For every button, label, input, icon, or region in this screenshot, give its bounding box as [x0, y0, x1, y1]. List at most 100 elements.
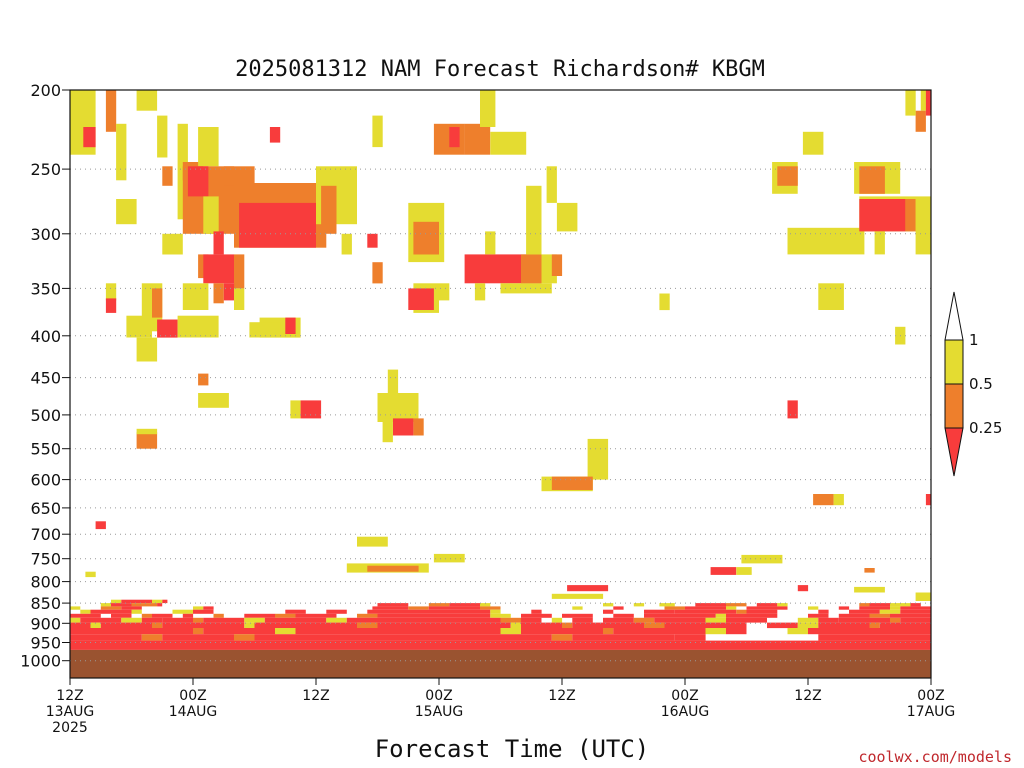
- heatmap-cell: [808, 613, 829, 618]
- heatmap-cell: [726, 617, 767, 623]
- heatmap-cell: [890, 606, 901, 610]
- x-tick-label: 00Z: [425, 688, 452, 704]
- heatmap-cell: [234, 634, 255, 641]
- heatmap-cell: [85, 571, 96, 578]
- heatmap-cell: [162, 166, 173, 186]
- heatmap-cell: [567, 585, 609, 592]
- heatmap-cell: [275, 628, 296, 635]
- heatmap-cell: [136, 90, 158, 111]
- heatmap-cell: [372, 262, 383, 284]
- heatmap-cell: [198, 393, 229, 408]
- heatmap-cell: [377, 634, 552, 641]
- heatmap-cell: [111, 603, 132, 607]
- heatmap-cell: [551, 617, 563, 623]
- heatmap-cell: [203, 617, 245, 623]
- heatmap-cell: [203, 196, 219, 234]
- heatmap-cell: [818, 609, 829, 614]
- heatmap-cell: [105, 90, 117, 132]
- heatmap-cell: [177, 315, 219, 338]
- heatmap-cell: [808, 628, 931, 635]
- heatmap-cell: [249, 322, 281, 338]
- heatmap-cell: [131, 603, 158, 607]
- y-tick-label: 900: [30, 614, 61, 633]
- heatmap-cell: [157, 115, 168, 158]
- heatmap-cell: [777, 603, 788, 607]
- heatmap-cell: [141, 617, 163, 623]
- heatmap-cell: [264, 617, 327, 623]
- heatmap-cell: [869, 622, 880, 629]
- heatmap-cell: [234, 254, 245, 289]
- heatmap-cell: [105, 283, 117, 301]
- heatmap-cell: [162, 622, 245, 629]
- heatmap-cell: [213, 283, 224, 304]
- heatmap-cell: [551, 593, 604, 599]
- heatmap-cell: [105, 298, 117, 313]
- heatmap-cell: [480, 603, 491, 607]
- heatmap-cell: [551, 254, 563, 276]
- heatmap-cell: [726, 613, 747, 618]
- heatmap-cell: [198, 373, 209, 386]
- heatmap-cell: [285, 317, 296, 334]
- heatmap-cell: [70, 640, 931, 650]
- heatmap-cell: [859, 603, 870, 607]
- heatmap-cell: [490, 609, 501, 614]
- heatmap-cell: [572, 617, 593, 623]
- heatmap-cell: [705, 617, 726, 623]
- heatmap-cell: [787, 227, 865, 255]
- heatmap-cell: [177, 123, 188, 220]
- heatmap-cell: [869, 603, 890, 607]
- heatmap-cell: [546, 166, 557, 203]
- y-tick-label: 200: [30, 81, 61, 100]
- heatmap-cell: [490, 613, 511, 618]
- heatmap-cell: [869, 613, 890, 618]
- x-axis-label: Forecast Time (UTC): [375, 735, 650, 763]
- heatmap-cell: [659, 603, 675, 607]
- heatmap-cell: [136, 337, 158, 362]
- heatmap-cell: [813, 494, 834, 506]
- heatmap-cell: [254, 622, 357, 629]
- heatmap-cell: [603, 603, 614, 607]
- heatmap-cell: [900, 609, 932, 614]
- heatmap-cell: [80, 609, 91, 614]
- heatmap-cell: [695, 603, 727, 607]
- heatmap-cell: [562, 622, 573, 629]
- heatmap-cell: [864, 568, 875, 573]
- colorbar: 1 0.5 0.25: [944, 291, 1002, 477]
- heatmap-cell: [490, 131, 527, 155]
- heatmap-cell: [321, 185, 337, 234]
- heatmap-cell: [295, 628, 501, 635]
- heatmap-cell: [500, 283, 552, 294]
- heatmap-cell: [838, 617, 891, 623]
- heatmap-cell: [925, 494, 931, 506]
- heatmap-cells: [70, 90, 932, 650]
- heatmap-cell: [572, 606, 583, 610]
- pressure-grid: [70, 168, 931, 662]
- heatmap-cell: [710, 567, 737, 575]
- heatmap-cell: [100, 606, 122, 610]
- heatmap-cell: [172, 609, 193, 614]
- colorbar-label: 0.25: [969, 419, 1002, 437]
- heatmap-cell: [152, 288, 163, 318]
- heatmap-cell: [726, 606, 737, 610]
- heatmap-cell: [95, 521, 106, 530]
- heatmap-cell: [408, 606, 429, 610]
- heatmap-cell: [874, 231, 885, 255]
- heatmap-cell: [198, 127, 219, 167]
- heatmap-cell: [198, 254, 209, 279]
- heatmap-cell: [854, 586, 885, 593]
- heatmap-cell: [392, 418, 414, 436]
- heatmap-cell: [464, 123, 491, 155]
- heatmap-cell: [726, 628, 747, 635]
- heatmap-cell: [285, 609, 306, 614]
- heatmap-cell: [551, 634, 573, 641]
- x-tick-label: 00Z: [179, 688, 206, 704]
- heatmap-cell: [377, 393, 419, 422]
- heatmap-cell: [193, 617, 204, 623]
- heatmap-cell: [859, 199, 906, 232]
- heatmap-cell: [413, 418, 424, 436]
- heatmap-cell: [480, 90, 496, 127]
- heatmap-cell: [654, 617, 706, 623]
- heatmap-cell: [915, 199, 931, 255]
- y-tick-label: 300: [30, 225, 61, 244]
- x-tick-label: 12Z: [548, 688, 575, 704]
